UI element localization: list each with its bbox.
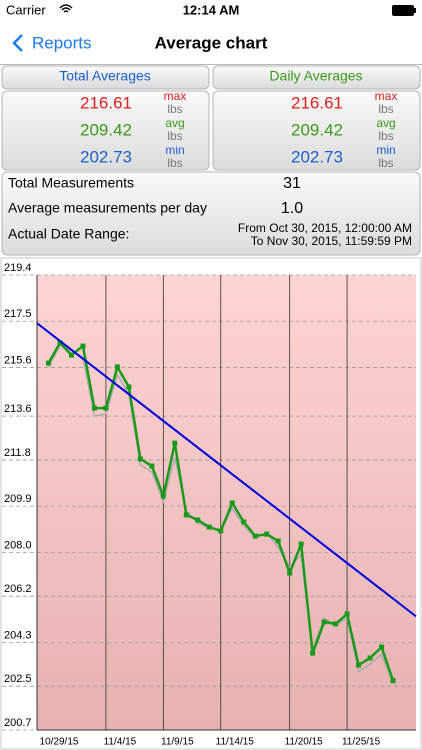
average-unit: lbs bbox=[378, 129, 393, 143]
summary-label: Total Measurements bbox=[8, 175, 134, 191]
y-tick-label: 219.4 bbox=[4, 262, 32, 274]
average-kind: min bbox=[376, 143, 395, 157]
point-marker bbox=[390, 678, 396, 684]
back-button[interactable]: Reports bbox=[12, 33, 92, 52]
average-unit: lbs bbox=[378, 156, 393, 170]
point-marker bbox=[57, 340, 63, 346]
average-kind: min bbox=[165, 143, 184, 157]
clock: 12:14 AM bbox=[183, 2, 240, 17]
battery-tip bbox=[414, 8, 416, 13]
tab-label: Total Averages bbox=[59, 68, 151, 84]
average-unit: lbs bbox=[167, 156, 182, 170]
point-marker bbox=[333, 621, 339, 627]
point-marker bbox=[160, 493, 166, 499]
point-marker bbox=[356, 662, 362, 668]
point-marker bbox=[126, 384, 132, 390]
point-marker bbox=[252, 533, 258, 539]
chart: 219.4 217.5 215.6 213.6 211.8 209.9 208.0 206.2… bbox=[2, 262, 417, 748]
average-value: 216.61 bbox=[291, 93, 343, 112]
x-tick-label: 11/4/15 bbox=[104, 737, 137, 748]
point-marker bbox=[103, 405, 109, 411]
point-marker bbox=[45, 360, 51, 366]
range-to: To Nov 30, 2015, 11:59:59 PM bbox=[251, 234, 412, 248]
average-kind: avg bbox=[376, 116, 395, 130]
point-marker bbox=[80, 343, 86, 349]
y-tick-label: 202.5 bbox=[4, 673, 32, 685]
point-marker bbox=[218, 528, 224, 534]
total-panel bbox=[1, 90, 210, 171]
average-value: 209.42 bbox=[291, 120, 343, 139]
battery-icon bbox=[392, 5, 414, 16]
point-marker bbox=[114, 364, 120, 370]
daily-tab[interactable] bbox=[212, 65, 421, 90]
y-tick-label: 213.6 bbox=[4, 403, 32, 415]
average-unit: lbs bbox=[167, 129, 182, 143]
nav-title: Average chart bbox=[155, 33, 268, 52]
x-tick-label: 10/29/15 bbox=[40, 737, 79, 748]
point-marker bbox=[183, 512, 189, 518]
y-tick-label: 215.6 bbox=[4, 354, 32, 366]
x-tick-label: 11/20/15 bbox=[285, 737, 324, 748]
back-label: Reports bbox=[32, 33, 92, 52]
point-marker bbox=[172, 440, 178, 446]
point-marker bbox=[229, 500, 235, 506]
x-tick-label: 11/9/15 bbox=[161, 737, 194, 748]
average-kind: avg bbox=[165, 116, 184, 130]
point-marker bbox=[310, 650, 316, 656]
point-marker bbox=[321, 619, 327, 625]
average-value: 209.42 bbox=[80, 120, 132, 139]
average-kind: max bbox=[164, 89, 187, 103]
x-tick-label: 11/25/15 bbox=[342, 737, 381, 748]
y-tick-label: 211.8 bbox=[4, 447, 31, 459]
summary-label: Actual Date Range: bbox=[8, 226, 129, 242]
total-tab[interactable] bbox=[1, 65, 210, 90]
y-tick-label: 209.9 bbox=[4, 493, 32, 505]
x-tick-label: 11/14/15 bbox=[216, 737, 255, 748]
y-tick-label: 200.7 bbox=[4, 717, 32, 729]
summary-value: 31 bbox=[283, 175, 301, 192]
point-marker bbox=[367, 655, 373, 661]
point-marker bbox=[149, 463, 155, 469]
daily-panel bbox=[212, 90, 421, 171]
back-chevron bbox=[12, 34, 23, 52]
y-tick-label: 206.2 bbox=[4, 583, 32, 595]
point-marker bbox=[195, 517, 201, 523]
summary-value: 1.0 bbox=[281, 200, 303, 217]
point-marker bbox=[298, 541, 304, 547]
range-from: From Oct 30, 2015, 12:00:00 AM bbox=[238, 221, 412, 235]
average-kind: max bbox=[375, 89, 398, 103]
average-unit: lbs bbox=[378, 102, 393, 116]
point-marker bbox=[68, 352, 74, 358]
tab-label: Daily Averages bbox=[269, 68, 362, 84]
y-tick-label: 217.5 bbox=[4, 308, 32, 320]
average-value: 202.73 bbox=[80, 147, 132, 166]
summary-label: Average measurements per day bbox=[8, 200, 207, 216]
point-marker bbox=[275, 538, 281, 544]
point-marker bbox=[264, 531, 270, 537]
trend-line bbox=[36, 322, 417, 618]
point-marker bbox=[206, 524, 212, 530]
point-marker bbox=[91, 405, 97, 411]
summary-panel bbox=[1, 171, 421, 256]
point-marker bbox=[344, 611, 350, 617]
point-marker bbox=[287, 570, 293, 576]
plot-area bbox=[37, 275, 416, 730]
point-marker bbox=[241, 519, 247, 525]
point-marker bbox=[379, 644, 385, 650]
y-tick-label: 204.3 bbox=[4, 629, 32, 641]
y-tick-label: 208.0 bbox=[4, 539, 32, 551]
average-value: 202.73 bbox=[291, 147, 343, 166]
average-value: 216.61 bbox=[80, 93, 132, 112]
wifi-icon bbox=[59, 4, 73, 13]
average-unit: lbs bbox=[167, 102, 182, 116]
point-marker bbox=[137, 456, 143, 462]
carrier: Carrier bbox=[6, 2, 46, 17]
